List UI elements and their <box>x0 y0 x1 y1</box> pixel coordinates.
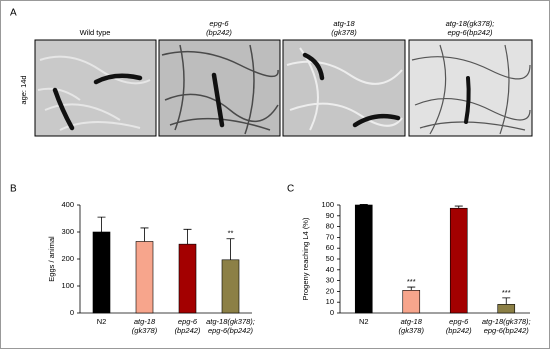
y-tick-label: 400 <box>61 200 74 209</box>
x-tick-label: atg-18 <box>401 317 423 326</box>
bar <box>497 304 516 314</box>
x-tick-label: epg-6 <box>178 317 198 326</box>
x-tick-label: N2 <box>97 317 107 326</box>
error-bar <box>454 205 463 209</box>
x-tick-label: N2 <box>359 317 369 326</box>
image <box>282 39 406 137</box>
column-label: epg-6 <box>209 19 229 28</box>
x-tick-label: epg-6 <box>449 317 469 326</box>
y-axis-label: Eggs / animal <box>47 236 56 282</box>
bar <box>92 231 111 314</box>
column-label: atg-18 <box>333 19 355 28</box>
panel-label: C <box>287 184 294 195</box>
y-tick-label: 90 <box>326 211 334 220</box>
bar <box>354 204 373 314</box>
bar <box>221 259 240 314</box>
error-bar <box>407 286 416 291</box>
panel-label: A <box>10 8 17 19</box>
bar <box>178 243 197 314</box>
error-bar <box>97 216 106 232</box>
x-tick-label: (bp242) <box>175 326 201 335</box>
panel-label: B <box>10 184 17 195</box>
error-bar <box>359 204 368 205</box>
y-axis-label: Progeny reaching L4 (%) <box>301 217 310 300</box>
y-tick-label: 70 <box>326 232 334 241</box>
error-bar <box>140 227 149 242</box>
significance: ** <box>228 229 234 238</box>
significance: *** <box>502 288 511 297</box>
x-tick-label: epg-6(bp242) <box>484 326 530 335</box>
y-tick-label: 40 <box>326 265 334 274</box>
x-tick-label: (bp242) <box>446 326 472 335</box>
image <box>408 39 533 137</box>
y-tick-label: 20 <box>326 286 334 295</box>
bar <box>449 207 468 314</box>
column-label: atg-18(gk378); <box>446 19 495 28</box>
y-tick-label: 10 <box>326 297 334 306</box>
error-bar <box>183 228 192 245</box>
x-tick-label: epg-6(bp242) <box>208 326 254 335</box>
y-tick-label: 100 <box>321 200 334 209</box>
y-tick-label: 0 <box>70 308 74 317</box>
y-tick-label: 60 <box>326 243 334 252</box>
bar <box>402 290 421 314</box>
column-label: (bp242) <box>206 28 232 37</box>
x-tick-label: atg-18 <box>134 317 156 326</box>
x-tick-label: (gk378) <box>399 326 425 335</box>
y-tick-label: 300 <box>61 227 74 236</box>
bar <box>135 241 154 314</box>
significance: *** <box>407 277 416 286</box>
y-tick-label: 100 <box>61 281 74 290</box>
column-label: Wild type <box>80 28 111 37</box>
x-tick-label: atg-18(gk378); <box>206 317 255 326</box>
y-tick-label: 80 <box>326 222 334 231</box>
y-tick-label: 50 <box>326 254 334 263</box>
error-bar <box>502 297 511 305</box>
y-tick-label: 200 <box>61 254 74 263</box>
column-label: (gk378) <box>331 28 357 37</box>
x-tick-label: atg-18(gk378); <box>482 317 531 326</box>
column-label: epg-6(bp242) <box>447 28 493 37</box>
image <box>158 39 281 137</box>
y-tick-label: 30 <box>326 276 334 285</box>
image <box>34 39 157 137</box>
worm-images <box>34 39 533 137</box>
x-tick-label: (gk378) <box>132 326 158 335</box>
error-bar <box>226 238 235 260</box>
row-label: age: 14d <box>19 75 28 104</box>
y-tick-label: 0 <box>330 308 334 317</box>
